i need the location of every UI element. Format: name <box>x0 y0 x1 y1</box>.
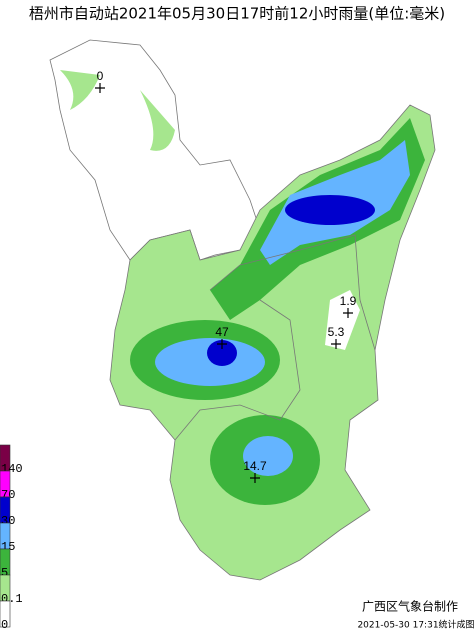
stations: 0 1.9 5.3 47 14.7 <box>95 69 357 483</box>
rain-area-blue <box>285 195 375 225</box>
station-value: 5.3 <box>328 325 345 339</box>
rain-area-light <box>60 70 175 151</box>
county-border <box>174 299 301 441</box>
rain-area-lightblue <box>243 436 293 476</box>
station-marker <box>217 339 227 349</box>
station-value: 14.7 <box>243 459 267 473</box>
rain-area-blue <box>207 340 237 366</box>
legend-label: 0 <box>1 618 8 632</box>
footer-agency: 广西区气象台制作 <box>362 599 458 614</box>
station-marker <box>331 339 341 349</box>
station-marker <box>343 308 353 318</box>
station-marker <box>95 83 105 93</box>
rain-area-white <box>325 290 360 350</box>
legend-swatch <box>0 600 11 628</box>
station-value: 1.9 <box>340 294 357 308</box>
station-value: 47 <box>215 325 229 339</box>
county-border <box>209 234 376 351</box>
rain-area-lightblue <box>155 338 265 386</box>
legend-label: 5 <box>1 566 8 580</box>
title: 梧州市自动站2021年05月30日17时前12小时雨量(单位:毫米) <box>29 5 445 23</box>
footer-timestamp: 2021-05-30 17:31统计成图 <box>357 619 474 631</box>
map <box>49 39 436 581</box>
station-marker <box>250 473 260 483</box>
station-value: 0 <box>97 69 104 83</box>
